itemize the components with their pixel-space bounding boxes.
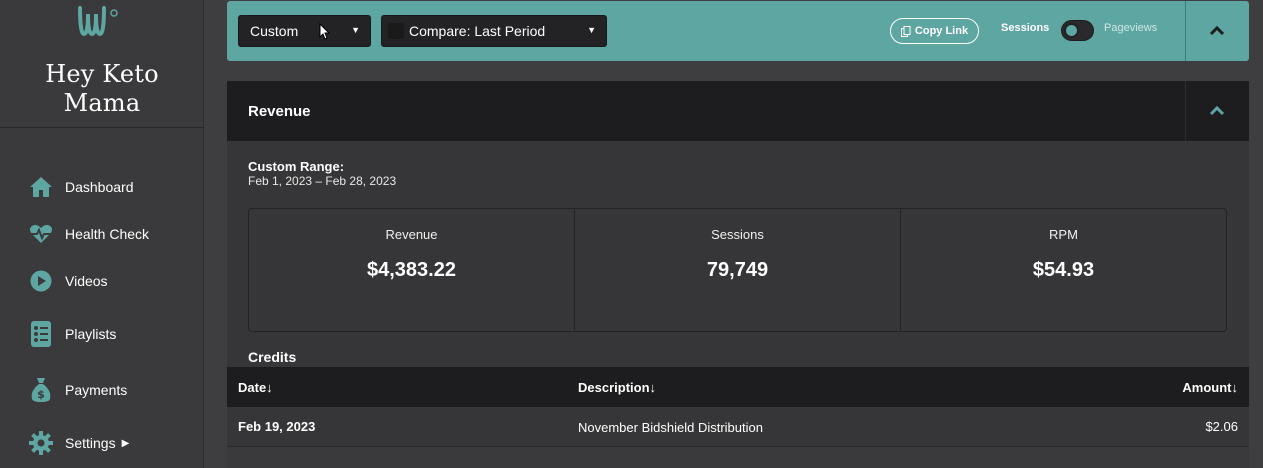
- gear-icon: [28, 430, 54, 456]
- panel-header: Revenue: [227, 81, 1249, 141]
- cursor-icon: [319, 23, 331, 40]
- copy-icon: [900, 25, 911, 37]
- revenue-panel: Revenue Custom Range: Feb 1, 2023 – Feb …: [227, 81, 1249, 468]
- stat-value: 79,749: [706, 259, 769, 281]
- cell-amount: $2.06: [1205, 419, 1238, 434]
- stat-value: $54.93: [1032, 259, 1095, 281]
- compare-value: Compare: Last Period: [409, 23, 546, 39]
- copy-link-label: Copy Link: [914, 25, 969, 37]
- toggle-knob: [1064, 23, 1079, 38]
- credits-table: Date↓ Description↓ Amount↓ Feb 19, 2023 …: [227, 367, 1249, 468]
- stat-label: RPM: [1049, 227, 1078, 242]
- cell-date: Feb 19, 2023: [238, 419, 316, 434]
- nav-item-label: Payments: [65, 382, 128, 398]
- site-name: Hey Keto Mama: [45, 60, 159, 117]
- collapse-toolbar-button[interactable]: [1186, 1, 1248, 61]
- date-range-select[interactable]: Custom ▼: [238, 15, 371, 47]
- stats-summary: Revenue $4,383.22 Sessions 79,749 RPM $5…: [248, 208, 1227, 332]
- divider: [0, 127, 204, 128]
- caret-right-icon: ▶: [121, 437, 130, 449]
- caret-down-icon: ▼: [587, 25, 596, 35]
- divider: [1185, 81, 1186, 141]
- play-icon: [28, 268, 54, 294]
- table-row: Feb 19, 2023 November Bidshield Distribu…: [227, 407, 1249, 447]
- sort-amount-header[interactable]: Amount↓: [1182, 380, 1238, 395]
- nav-item-settings[interactable]: Settings ▶: [28, 429, 129, 457]
- nav-item-payments[interactable]: $ Payments: [28, 376, 127, 404]
- money-bag-icon: $: [28, 377, 54, 403]
- date-range-value: Custom: [250, 23, 299, 39]
- stat-value: $4,383.22: [367, 259, 456, 281]
- nav-item-videos[interactable]: Videos: [28, 267, 108, 295]
- nav-item-playlists[interactable]: Playlists: [28, 320, 116, 348]
- heartbeat-icon: [28, 221, 54, 247]
- panel-title: Revenue: [248, 103, 311, 120]
- brand-logo-icon[interactable]: [78, 4, 122, 40]
- divider: [1185, 1, 1186, 61]
- collapse-panel-button[interactable]: [1186, 81, 1248, 141]
- nav-item-label: Dashboard: [65, 179, 134, 195]
- main-content: Custom ▼ Compare: Last Period ▼ Copy Lin…: [204, 0, 1263, 468]
- sort-date-header[interactable]: Date↓: [238, 380, 273, 395]
- stat-label: Revenue: [385, 227, 438, 242]
- pageviews-label: Pageviews: [1104, 22, 1158, 34]
- stat-rpm: RPM $54.93: [901, 209, 1226, 331]
- compare-select[interactable]: Compare: Last Period ▼: [381, 15, 607, 47]
- nav-item-health-check[interactable]: Health Check: [28, 220, 149, 248]
- cell-description: November Bidshield Distribution: [578, 420, 763, 435]
- credits-title: Credits: [248, 349, 297, 365]
- sessions-label: Sessions: [1001, 22, 1050, 34]
- svg-text:$: $: [37, 388, 45, 401]
- stat-sessions: Sessions 79,749: [575, 209, 901, 331]
- sessions-pageviews-toggle[interactable]: [1061, 20, 1094, 41]
- caret-down-icon: ▼: [351, 25, 360, 35]
- nav-item-label: Settings: [65, 435, 116, 451]
- range-value: Feb 1, 2023 – Feb 28, 2023: [248, 174, 397, 188]
- list-icon: [28, 321, 54, 347]
- home-icon: [28, 174, 54, 200]
- nav-item-label: Videos: [65, 273, 108, 289]
- sort-description-header[interactable]: Description↓: [578, 380, 657, 395]
- chevron-up-icon: [1209, 106, 1225, 116]
- color-swatch: [388, 23, 404, 39]
- range-label: Custom Range:: [248, 159, 345, 174]
- table-header: Date↓ Description↓ Amount↓: [227, 367, 1249, 407]
- filter-toolbar: Custom ▼ Compare: Last Period ▼ Copy Lin…: [227, 1, 1249, 61]
- stat-revenue: Revenue $4,383.22: [249, 209, 575, 331]
- stat-label: Sessions: [711, 227, 764, 242]
- nav-item-dashboard[interactable]: Dashboard: [28, 173, 134, 201]
- chevron-up-icon: [1209, 26, 1225, 36]
- nav-item-label: Health Check: [65, 226, 150, 242]
- table-row: [227, 447, 1249, 468]
- copy-link-button[interactable]: Copy Link: [890, 18, 979, 44]
- nav-item-label: Playlists: [65, 326, 117, 342]
- sidebar: Hey Keto Mama Dashboard Health Check Vide…: [0, 0, 204, 468]
